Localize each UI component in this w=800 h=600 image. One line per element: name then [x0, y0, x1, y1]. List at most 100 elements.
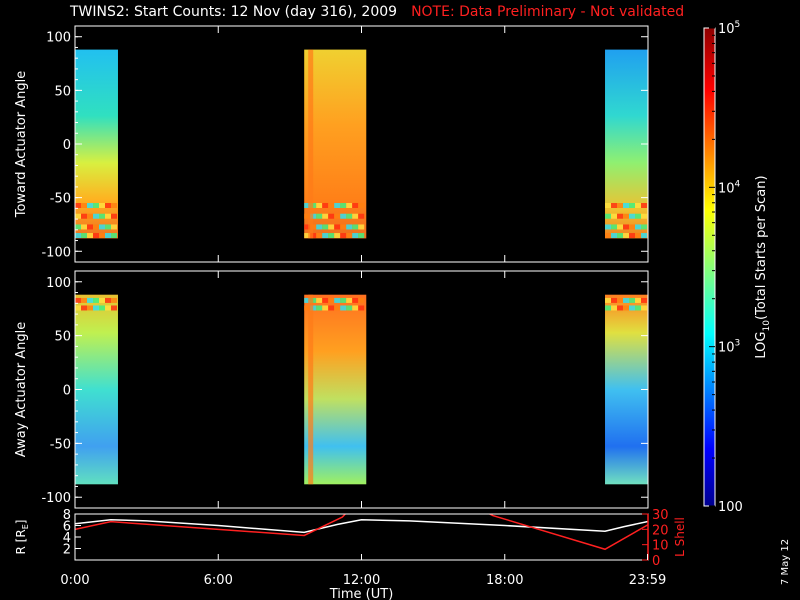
away-noise-cell	[358, 297, 365, 303]
toward-noise-cell	[81, 203, 87, 208]
toward-noise-cell	[75, 203, 81, 208]
toward-noise-cell	[641, 224, 648, 230]
toward-noise-cell	[75, 224, 81, 230]
toward-noise-cell	[605, 224, 612, 230]
toward-noise-cell	[617, 233, 624, 239]
toward-noise-cell	[623, 233, 630, 239]
away-noise-cell	[629, 297, 636, 303]
lshell-ytick-label: 30	[652, 508, 669, 523]
lshell-series-line	[488, 514, 648, 551]
toward-noise-cell	[304, 233, 311, 239]
toward-noise-cell	[635, 233, 642, 239]
toward-noise-cell	[641, 233, 648, 239]
toward-noise-cell	[105, 224, 111, 230]
away-noise-cell	[111, 305, 117, 311]
away-noise-cell	[105, 297, 111, 303]
toward-noise-cell	[340, 233, 347, 239]
away-noise-cell	[340, 297, 347, 303]
toward-noise-cell	[352, 233, 359, 239]
orbit-xtick-label: 12:00	[343, 573, 380, 588]
toward-noise-cell	[635, 224, 642, 230]
toward-streak	[308, 49, 314, 239]
toward-noise-cell	[611, 233, 618, 239]
toward-noise-cell	[641, 203, 648, 208]
away-noise-cell	[75, 305, 81, 311]
toward-noise-cell	[340, 224, 347, 230]
toward-noise-cell	[346, 233, 353, 239]
away-noise-cell	[358, 305, 365, 311]
toward-noise-cell	[611, 203, 618, 208]
away-noise-cell	[623, 297, 630, 303]
away-noise-cell	[334, 305, 341, 311]
away-panel: 100 50 0 -50 -100 Away Actuator Angle	[14, 270, 649, 509]
away-noise-cell	[334, 297, 341, 303]
away-noise-cell	[611, 297, 618, 303]
toward-noise-cell	[105, 213, 111, 219]
toward-ytick-label: -50	[50, 192, 71, 207]
away-noise-cell	[346, 305, 353, 311]
away-noise-cell	[304, 305, 311, 311]
toward-noise-cell	[328, 203, 335, 208]
colorbar-label: LOG10(Total Starts per Scan)	[754, 175, 772, 358]
toward-noise-cell	[635, 203, 642, 208]
toward-noise-cell	[93, 224, 99, 230]
away-data-block	[304, 294, 367, 485]
toward-noise-cell	[87, 213, 93, 219]
away-streak	[308, 294, 314, 485]
toward-noise-cell	[617, 224, 624, 230]
toward-noise-cell	[99, 213, 105, 219]
lshell-ylabel: L Shell	[673, 517, 687, 557]
toward-noise-cell	[605, 213, 612, 219]
toward-noise-cell	[358, 203, 365, 208]
away-noise-cell	[93, 305, 99, 311]
title-text: TWINS2: Start Counts: 12 Nov (day 316), …	[70, 4, 398, 20]
toward-noise-cell	[99, 233, 105, 239]
toward-noise-cell	[334, 224, 341, 230]
colorbar-tick-label: 104	[718, 179, 741, 196]
toward-noise-cell	[93, 203, 99, 208]
toward-noise-cell	[629, 203, 636, 208]
toward-noise-cell	[617, 203, 624, 208]
toward-noise-cell	[75, 233, 81, 239]
away-noise-cell	[81, 297, 87, 303]
colorbar-scale	[703, 27, 716, 507]
toward-noise-cell	[87, 224, 93, 230]
plot-title: TWINS2: Start Counts: 12 Nov (day 316), …	[70, 4, 684, 20]
away-noise-cell	[346, 297, 353, 303]
away-noise-cell	[87, 297, 93, 303]
r-series-line	[75, 518, 648, 534]
toward-noise-cell	[623, 213, 630, 219]
away-noise-cell	[617, 305, 624, 311]
away-noise-cell	[93, 297, 99, 303]
away-ytick-label: -100	[41, 491, 71, 506]
r-ytick-label: 8	[63, 508, 71, 523]
away-ytick-label: 100	[46, 276, 71, 291]
toward-noise-cell	[322, 203, 329, 208]
toward-noise-cell	[346, 203, 353, 208]
away-noise-cell	[322, 297, 329, 303]
toward-noise-cell	[623, 224, 630, 230]
toward-ylabel: Toward Actuator Angle	[14, 71, 29, 218]
toward-ytick-label: 0	[63, 138, 71, 153]
toward-noise-cell	[111, 203, 117, 208]
toward-noise-cell	[641, 213, 648, 219]
away-noise-cell	[340, 305, 347, 311]
toward-noise-cell	[304, 213, 311, 219]
r-ylabel: R [RE]	[14, 520, 30, 555]
away-noise-cell	[322, 305, 329, 311]
away-noise-cell	[87, 305, 93, 311]
lshell-series-line	[75, 514, 347, 537]
away-data-block	[75, 294, 118, 485]
lshell-ytick-label: 0	[652, 554, 660, 569]
away-noise-cell	[75, 297, 81, 303]
toward-noise-cell	[111, 233, 117, 239]
toward-noise-cell	[316, 213, 323, 219]
orbit-xtick-label: 6:00	[204, 573, 233, 588]
away-noise-cell	[641, 305, 648, 311]
away-noise-cell	[352, 297, 359, 303]
away-noise-cell	[304, 297, 311, 303]
toward-noise-cell	[81, 224, 87, 230]
away-noise-cell	[328, 297, 335, 303]
